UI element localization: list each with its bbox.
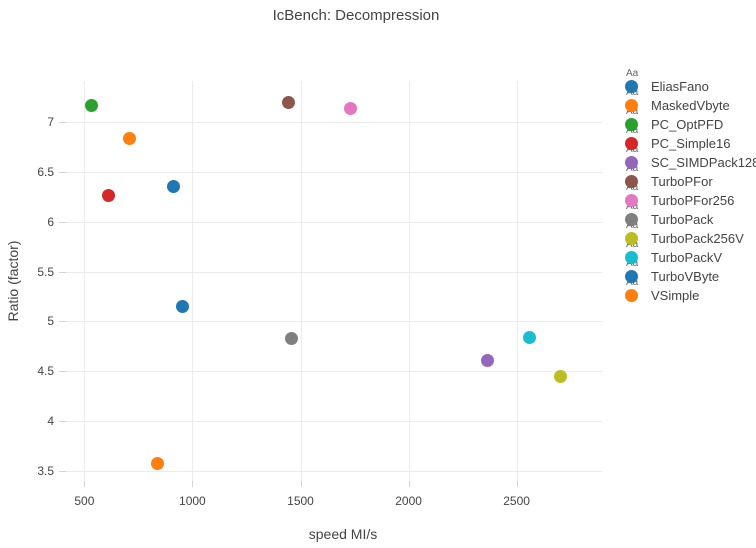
legend-marker-dot	[625, 99, 638, 112]
y-gridline	[66, 171, 602, 173]
x-tick-label: 500	[74, 494, 95, 508]
x-tick-label: 2500	[503, 494, 530, 508]
y-tick-label: 6	[47, 214, 54, 229]
legend: AaEliasFanoAaMaskedVbyteAaPC_OptPFDAaPC_…	[625, 68, 756, 305]
legend-marker-dot	[625, 156, 638, 169]
y-tick-mark	[59, 371, 66, 373]
y-tick-label: 7	[47, 114, 54, 129]
legend-item-pc_simple16[interactable]: AaPC_Simple16	[625, 125, 756, 153]
y-tick-label: 5.5	[37, 264, 54, 279]
legend-symbol-text: Aa	[626, 68, 639, 79]
legend-label: VSimple	[651, 288, 700, 303]
y-gridline	[66, 321, 602, 323]
x-gridline	[300, 81, 302, 481]
y-tick-mark	[59, 221, 66, 223]
data-point-turbovbyte[interactable]	[176, 299, 190, 313]
legend-marker-dot	[625, 213, 638, 226]
y-gridline	[66, 121, 602, 123]
legend-label: MaskedVbyte	[651, 98, 730, 113]
x-gridline	[192, 81, 194, 481]
y-tick-mark	[59, 471, 66, 472]
y-gridline	[66, 271, 602, 273]
data-point-sc_simdpack128[interactable]	[481, 353, 494, 367]
y-tick-mark	[59, 321, 66, 323]
legend-label: TurboVByte	[651, 269, 720, 284]
y-tick-mark	[59, 421, 66, 423]
legend-item-vsimple[interactable]: AaVSimple	[625, 277, 756, 305]
x-tick-label: 2000	[395, 494, 422, 508]
legend-label: TurboPFor	[651, 174, 713, 189]
legend-label: EliasFano	[651, 79, 709, 94]
legend-marker-dot	[625, 232, 638, 245]
data-point-turbopackv[interactable]	[523, 330, 537, 344]
legend-label: SC_SIMDPack128	[651, 155, 756, 170]
legend-label: PC_Simple16	[651, 136, 731, 151]
legend-marker-dot	[625, 137, 638, 150]
data-point-pc_simple16[interactable]	[101, 189, 115, 203]
x-tick-mark	[300, 481, 302, 487]
chart-title: IcBench: Decompression	[272, 7, 440, 24]
legend-marker-dot	[625, 118, 638, 131]
y-tick-mark	[59, 121, 66, 123]
legend-marker-dot	[625, 270, 638, 283]
y-tick-label: 5	[47, 314, 54, 329]
legend-item-turbovbyte[interactable]: AaTurboVByte	[625, 258, 756, 286]
legend-marker-dot	[625, 289, 638, 302]
y-tick-mark	[59, 271, 66, 273]
legend-label: PC_OptPFD	[651, 117, 724, 132]
x-axis-title: speed MI/s	[308, 526, 378, 542]
x-tick-mark	[408, 481, 410, 487]
data-point-turbopfor[interactable]	[282, 96, 296, 110]
legend-label: TurboPack256V	[651, 231, 744, 246]
x-tick-label: 1000	[179, 494, 206, 508]
legend-marker-dot	[625, 251, 638, 264]
data-point-pc_optpfd[interactable]	[85, 99, 99, 113]
y-axis-title: Ratio (factor)	[5, 240, 21, 322]
legend-item-turbopfor256[interactable]: AaTurboPFor256	[625, 182, 756, 210]
y-gridline	[66, 421, 602, 423]
x-tick-label: 1500	[287, 494, 314, 508]
legend-item-turbopack[interactable]: AaTurboPack	[625, 201, 756, 229]
data-point-eliasfano[interactable]	[166, 180, 180, 194]
data-point-maskedvbyte[interactable]	[151, 456, 165, 470]
x-tick-mark	[84, 481, 86, 487]
legend-item-turbopack256v[interactable]: AaTurboPack256V	[625, 220, 756, 248]
legend-item-turbopackv[interactable]: AaTurboPackV	[625, 239, 756, 267]
legend-item-turbopfor[interactable]: AaTurboPFor	[625, 163, 756, 191]
y-tick-mark	[59, 171, 66, 173]
y-gridline	[66, 221, 602, 223]
x-gridline	[84, 81, 86, 481]
legend-marker-dot	[625, 194, 638, 207]
legend-label: TurboPFor256	[651, 193, 735, 208]
legend-symbol: Aa	[625, 277, 651, 305]
x-tick-mark	[192, 481, 194, 487]
y-tick-label: 3.5	[37, 464, 54, 478]
legend-marker-dot	[625, 80, 638, 93]
y-tick-label: 6.5	[37, 164, 54, 179]
data-point-vsimple[interactable]	[123, 132, 137, 146]
y-tick-label: 4	[47, 414, 54, 429]
legend-label: TurboPack	[651, 212, 714, 227]
legend-item-eliasfano[interactable]: Aa EliasFano	[625, 68, 756, 96]
x-tick-mark	[516, 481, 518, 487]
legend-item-pc_optpfd[interactable]: AaPC_OptPFD	[625, 106, 756, 134]
legend-label: TurboPackV	[651, 250, 723, 265]
x-gridline	[408, 81, 410, 481]
legend-marker-dot	[625, 175, 638, 188]
data-point-turbopack[interactable]	[285, 331, 299, 345]
legend-item-sc_simdpack128[interactable]: AaSC_SIMDPack128	[625, 144, 756, 172]
y-gridline	[66, 371, 602, 373]
y-gridline	[66, 471, 602, 472]
y-tick-label: 4.5	[37, 364, 54, 379]
x-gridline	[516, 81, 518, 481]
data-point-turbopfor256[interactable]	[343, 102, 357, 116]
legend-item-maskedvbyte[interactable]: AaMaskedVbyte	[625, 87, 756, 115]
plot-area[interactable]	[66, 81, 602, 481]
legend-symbol: Aa	[625, 68, 651, 96]
data-point-turbopack256v[interactable]	[554, 369, 568, 383]
